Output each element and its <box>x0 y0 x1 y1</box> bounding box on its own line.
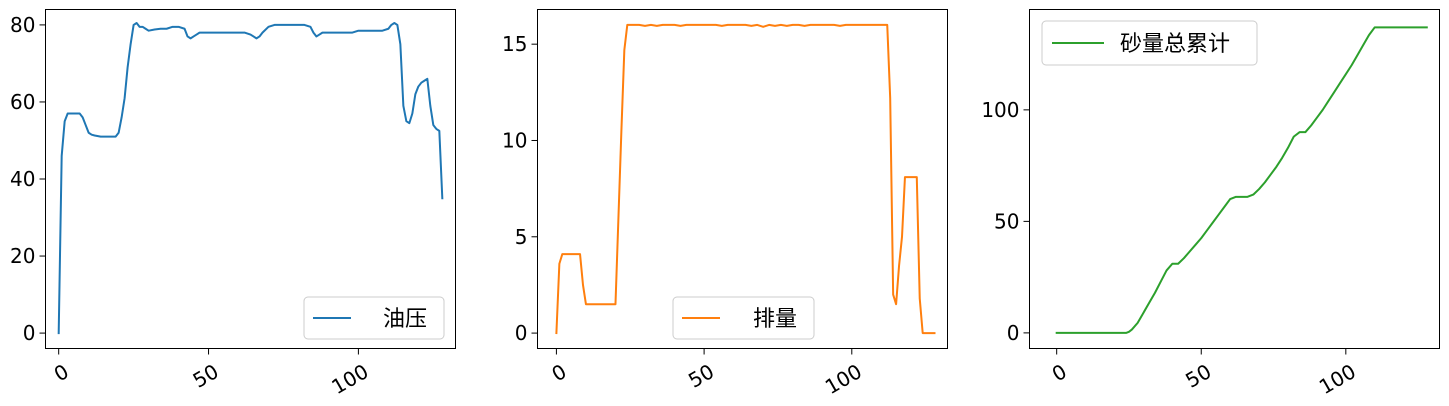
y-tick-label: 10 <box>502 128 527 152</box>
legend: 砂量总累计 <box>1041 20 1258 66</box>
plot-frame <box>537 9 948 349</box>
legend-box <box>672 296 815 340</box>
subplot-0-data <box>57 21 444 335</box>
series-line <box>1055 26 1428 334</box>
subplot-1-data <box>555 23 936 335</box>
legend-label: 砂量总累计 <box>1120 32 1230 57</box>
y-tick-label: 20 <box>10 244 35 268</box>
legend: 油压 <box>303 296 445 340</box>
y-tick-label: 0 <box>1007 321 1020 345</box>
legend: 排量 <box>672 296 815 340</box>
y-tick-label: 100 <box>981 98 1019 122</box>
y-tick-label: 60 <box>10 90 35 114</box>
series-line <box>555 23 936 335</box>
legend-label: 油压 <box>383 307 427 332</box>
y-tick-label: 40 <box>10 167 35 191</box>
plot-frame <box>1029 9 1440 349</box>
y-tick-label: 5 <box>515 225 528 249</box>
series-line <box>57 21 444 335</box>
y-tick-label: 0 <box>515 321 528 345</box>
y-tick-label: 0 <box>23 321 36 345</box>
legend-box <box>303 296 445 340</box>
y-tick-label: 80 <box>10 13 35 37</box>
legend-label: 排量 <box>753 307 797 332</box>
y-tick-label: 50 <box>994 209 1019 233</box>
subplot-2-data <box>1055 26 1428 334</box>
legend-box <box>1041 20 1258 66</box>
y-tick-label: 15 <box>502 32 527 56</box>
